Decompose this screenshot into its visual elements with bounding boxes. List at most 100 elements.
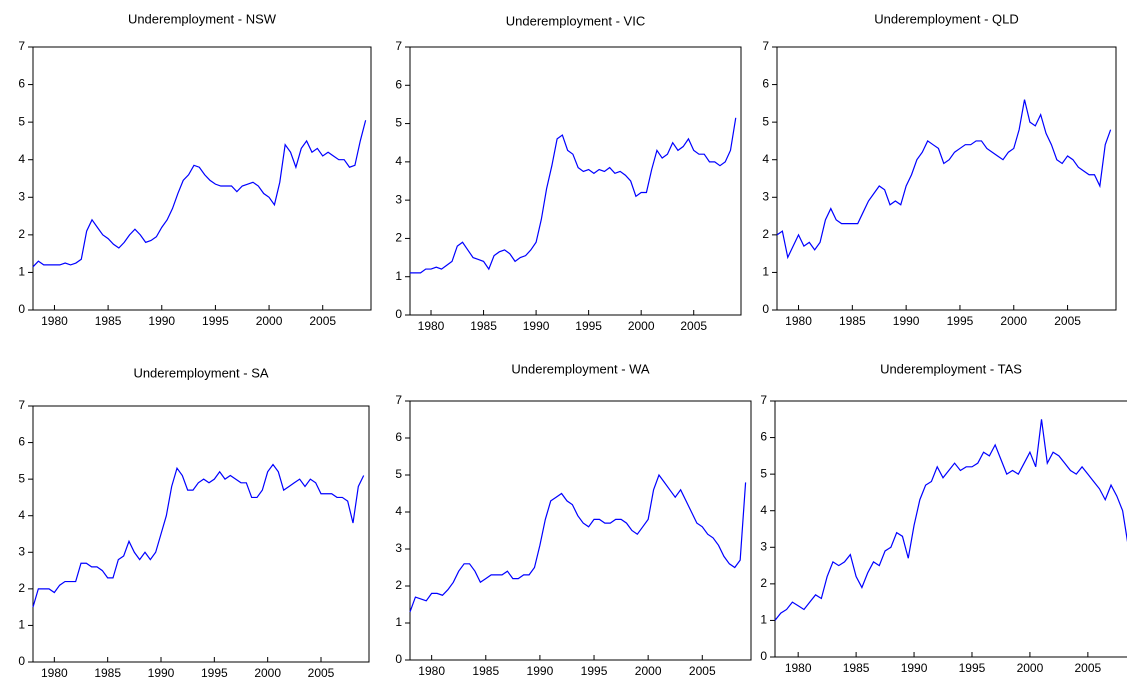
x-tick-label: 1995 <box>201 666 228 680</box>
y-tick-label: 6 <box>762 77 769 91</box>
y-tick-label: 6 <box>18 435 25 449</box>
x-tick-label: 2000 <box>1017 661 1044 675</box>
x-tick-label: 1990 <box>893 314 920 328</box>
y-tick-label: 4 <box>762 152 769 166</box>
y-tick-label: 1 <box>762 265 769 279</box>
x-tick-label: 1995 <box>947 314 974 328</box>
y-tick-label: 4 <box>395 154 402 168</box>
x-tick-label: 2000 <box>1000 314 1027 328</box>
y-tick-label: 2 <box>18 227 25 241</box>
x-tick-label: 1990 <box>148 314 175 328</box>
y-tick-label: 6 <box>760 430 767 444</box>
y-tick-label: 7 <box>18 398 25 412</box>
x-tick-label: 1995 <box>581 664 608 678</box>
y-tick-label: 4 <box>18 508 25 522</box>
y-tick-label: 1 <box>18 618 25 632</box>
y-tick-label: 1 <box>395 615 402 629</box>
x-tick-label: 2005 <box>680 319 707 333</box>
y-tick-label: 0 <box>18 302 25 316</box>
plot-frame <box>776 46 1117 311</box>
y-tick-label: 5 <box>395 467 402 481</box>
y-tick-label: 2 <box>395 231 402 245</box>
y-tick-label: 1 <box>18 265 25 279</box>
x-tick-label: 2000 <box>254 666 281 680</box>
y-tick-label: 0 <box>395 652 402 666</box>
plot-frame <box>409 46 742 316</box>
y-tick-label: 3 <box>18 189 25 203</box>
x-tick-label: 1980 <box>785 661 812 675</box>
x-tick-label: 1980 <box>41 666 68 680</box>
y-tick-label: 2 <box>18 581 25 595</box>
y-tick-label: 7 <box>395 39 402 53</box>
y-tick-label: 3 <box>395 541 402 555</box>
x-tick-label: 1995 <box>959 661 986 675</box>
y-tick-label: 1 <box>760 613 767 627</box>
y-tick-label: 4 <box>760 503 767 517</box>
x-tick-label: 2000 <box>635 664 662 678</box>
x-tick-label: 2000 <box>256 314 283 328</box>
x-tick-label: 2000 <box>628 319 655 333</box>
x-tick-label: 1980 <box>785 314 812 328</box>
x-tick-label: 1995 <box>575 319 602 333</box>
data-line <box>409 473 747 613</box>
y-tick-label: 1 <box>395 269 402 283</box>
x-tick-label: 2005 <box>1075 661 1102 675</box>
data-line <box>776 99 1112 260</box>
x-tick-label: 1995 <box>202 314 229 328</box>
x-tick-label: 1985 <box>839 314 866 328</box>
data-line <box>774 419 1127 621</box>
x-tick-label: 1985 <box>470 319 497 333</box>
y-tick-label: 4 <box>395 504 402 518</box>
y-tick-label: 7 <box>762 39 769 53</box>
y-tick-label: 7 <box>18 39 25 53</box>
y-tick-label: 3 <box>760 539 767 553</box>
y-tick-label: 5 <box>395 116 402 130</box>
y-tick-label: 5 <box>18 471 25 485</box>
x-tick-label: 2005 <box>689 664 716 678</box>
x-tick-label: 2005 <box>309 314 336 328</box>
panel-title: Underemployment - WA <box>511 361 650 376</box>
y-tick-label: 3 <box>18 544 25 558</box>
data-line <box>32 120 367 268</box>
data-line <box>32 463 365 608</box>
x-tick-label: 2005 <box>308 666 335 680</box>
y-tick-label: 0 <box>760 649 767 663</box>
x-tick-label: 1980 <box>418 319 445 333</box>
x-tick-label: 1980 <box>418 664 445 678</box>
plot-frame <box>32 405 370 663</box>
x-tick-label: 1985 <box>843 661 870 675</box>
y-tick-label: 4 <box>18 152 25 166</box>
y-tick-label: 0 <box>762 302 769 316</box>
x-tick-label: 1990 <box>527 664 554 678</box>
data-line <box>410 117 737 274</box>
x-tick-label: 2005 <box>1054 314 1081 328</box>
y-tick-label: 7 <box>760 393 767 407</box>
panel-title: Underemployment - VIC <box>506 13 645 28</box>
y-tick-label: 5 <box>762 114 769 128</box>
x-tick-label: 1985 <box>472 664 499 678</box>
x-tick-label: 1985 <box>95 314 122 328</box>
y-tick-label: 6 <box>395 77 402 91</box>
y-tick-label: 7 <box>395 393 402 407</box>
x-tick-label: 1985 <box>94 666 121 680</box>
plot-frame <box>409 400 752 661</box>
x-tick-label: 1990 <box>901 661 928 675</box>
panel-title: Underemployment - SA <box>133 365 268 380</box>
panel-title: Underemployment - QLD <box>874 11 1019 26</box>
y-tick-label: 5 <box>18 114 25 128</box>
x-tick-label: 1990 <box>523 319 550 333</box>
panel-title: Underemployment - NSW <box>128 11 277 26</box>
plot-frame <box>32 46 372 311</box>
y-tick-label: 2 <box>760 576 767 590</box>
y-tick-label: 6 <box>395 430 402 444</box>
x-tick-label: 1990 <box>148 666 175 680</box>
plot-frame <box>774 400 1127 658</box>
y-tick-label: 6 <box>18 77 25 91</box>
y-tick-label: 2 <box>395 578 402 592</box>
y-tick-label: 3 <box>762 189 769 203</box>
y-tick-label: 2 <box>762 227 769 241</box>
y-tick-label: 5 <box>760 466 767 480</box>
y-tick-label: 0 <box>395 307 402 321</box>
x-tick-label: 1980 <box>41 314 68 328</box>
